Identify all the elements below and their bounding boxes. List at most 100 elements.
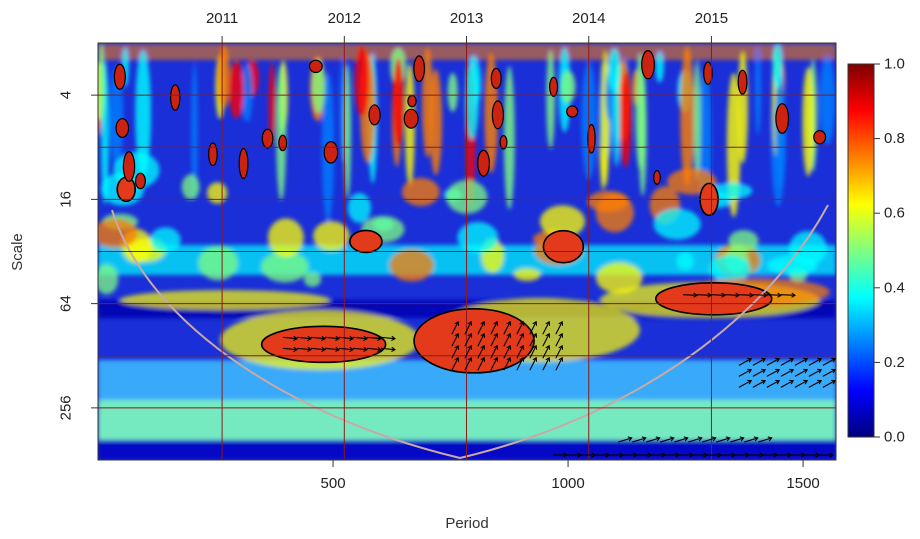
phase-arrow — [529, 344, 538, 359]
heat-blob — [392, 57, 405, 148]
significant-region — [113, 63, 126, 90]
phase-arrow — [542, 356, 551, 371]
phase-arrow — [477, 356, 486, 371]
heat-blob — [98, 43, 105, 123]
heat-blob — [217, 45, 231, 109]
top-tick-label: 2013 — [450, 10, 483, 27]
phase-arrow — [618, 436, 633, 443]
phase-arrow — [451, 320, 460, 335]
heat-blob — [313, 221, 350, 251]
phase-arrow — [529, 356, 538, 371]
phase-arrow — [380, 335, 396, 341]
heat-blob — [228, 60, 244, 119]
phase-arrow — [490, 320, 499, 335]
heat-blob — [268, 62, 276, 145]
phase-arrow — [738, 292, 755, 298]
phase-arrow — [503, 344, 512, 359]
phase-arrow — [710, 292, 727, 298]
phase-arrow — [516, 320, 525, 335]
phase-arrow — [310, 346, 326, 352]
significant-region — [654, 281, 773, 316]
significant-region — [115, 118, 130, 138]
significant-region — [566, 105, 579, 118]
colorbar-tick-label: 0.6 — [884, 205, 905, 222]
phase-arrow — [296, 335, 312, 341]
phase-arrow — [822, 357, 836, 366]
phase-arrow — [380, 346, 396, 352]
heat-blob — [680, 46, 695, 186]
phase-arrow — [822, 379, 836, 388]
phase-arrow — [632, 436, 647, 443]
significant-region — [775, 103, 790, 134]
phase-arrow — [646, 436, 661, 443]
phase-arrow — [338, 335, 354, 341]
heat-blob — [422, 47, 434, 158]
y-tick-label: 4 — [58, 91, 75, 99]
phase-arrow — [310, 335, 326, 341]
x-tick-label: 1500 — [786, 475, 819, 492]
phase-arrow — [780, 357, 795, 366]
phase-arrow — [696, 292, 713, 298]
colorbar-tick-label: 0.0 — [884, 429, 905, 446]
phase-arrow — [464, 320, 473, 335]
heat-blob — [539, 205, 586, 238]
phase-arrow — [490, 356, 499, 371]
phase-arrow — [780, 379, 795, 388]
significant-region — [413, 308, 535, 374]
top-tick-label: 2014 — [572, 10, 605, 27]
heat-blob — [447, 72, 458, 112]
phase-arrow — [688, 436, 703, 443]
phase-arrow — [794, 379, 809, 388]
phase-arrow — [490, 332, 499, 347]
significant-region — [413, 55, 426, 83]
significant-region — [170, 84, 181, 111]
significant-region — [260, 325, 387, 364]
significant-region — [477, 149, 491, 177]
phase-arrow — [766, 379, 781, 388]
phase-arrow — [555, 344, 564, 359]
phase-arrow — [542, 320, 551, 335]
heat-blob — [503, 66, 515, 210]
phase-arrow — [352, 335, 368, 341]
significant-region — [813, 130, 827, 145]
phase-arrow — [794, 357, 809, 366]
phase-arrow — [490, 344, 499, 359]
phase-arrow — [752, 292, 769, 298]
y-tick-label: 256 — [58, 395, 75, 420]
phase-arrow — [542, 332, 551, 347]
phase-arrow — [464, 356, 473, 371]
heat-blob — [754, 46, 761, 136]
heat-blob — [98, 264, 119, 295]
phase-arrow — [296, 346, 312, 352]
heat-blob — [261, 251, 309, 283]
colorbar-tick-label: 0.4 — [884, 279, 905, 296]
phase-arrow — [529, 320, 538, 335]
heat-blob — [109, 65, 124, 168]
phase-arrow — [338, 346, 354, 352]
phase-arrow — [503, 320, 512, 335]
phase-arrow — [451, 356, 460, 371]
heat-blob — [653, 208, 701, 240]
significant-region — [122, 151, 136, 182]
phase-arrow — [352, 346, 368, 352]
phase-arrow — [451, 332, 460, 347]
phase-arrow — [555, 320, 564, 335]
phase-arrow — [738, 368, 753, 377]
heat-blob — [737, 51, 748, 164]
heat-blob — [465, 65, 479, 140]
cone-of-influence — [111, 204, 829, 460]
heat-blob — [457, 222, 499, 254]
heat-blob — [347, 192, 372, 223]
phase-arrow — [324, 335, 340, 341]
phase-arrow — [766, 292, 783, 298]
phase-arrow — [716, 436, 731, 443]
heat-blob — [98, 218, 138, 249]
heat-blob — [303, 271, 322, 287]
heatmap-field — [98, 43, 836, 460]
phase-arrow — [758, 436, 773, 443]
heat-blob — [587, 190, 630, 212]
x-tick-label: 1000 — [551, 475, 584, 492]
phase-arrow — [730, 436, 745, 443]
phase-arrow — [516, 332, 525, 347]
heat-blob — [612, 65, 620, 167]
